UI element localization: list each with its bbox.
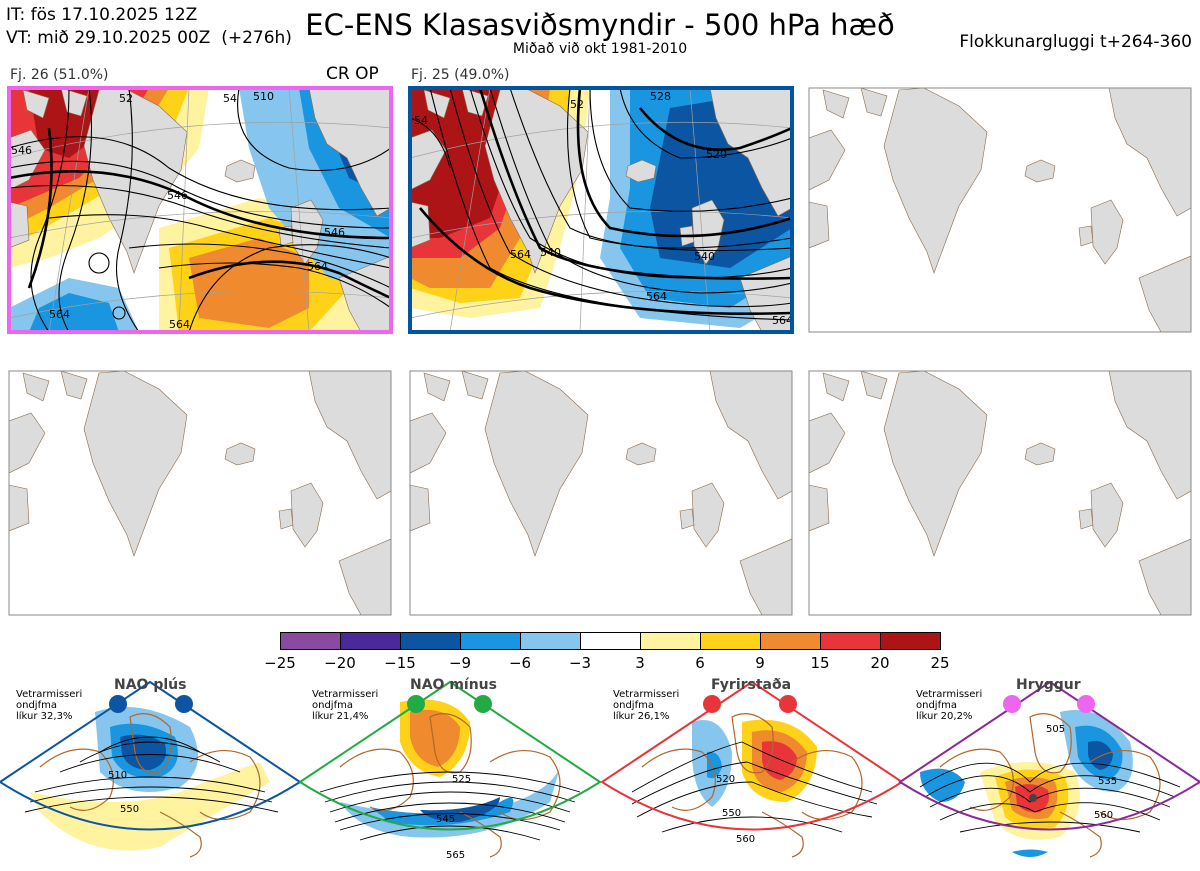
contour-label: 564 [510, 248, 531, 261]
colorbar-tick-label: −15 [384, 654, 416, 672]
map-panel-4 [8, 370, 392, 616]
panel-1-label: Fj. 26 (51.0%) [10, 67, 109, 83]
contour-label: 54 [223, 92, 237, 105]
contour-label: 546 [167, 189, 188, 202]
regime-name: Fyrirstaða [711, 677, 792, 693]
colorbar-swatch [760, 632, 821, 650]
contour-label: 564 [49, 308, 70, 321]
regime-contour-label: 565 [446, 850, 465, 861]
regime-probability: Vetrarmisseri ondjfma líkur 21,4% [312, 689, 379, 722]
contour-label: 546 [324, 226, 345, 239]
regime-contour-label: 545 [436, 814, 455, 825]
regime-contour-label: 560 [736, 834, 755, 845]
regime-name: NAO plús [114, 677, 187, 693]
contour-label: 528 [650, 90, 671, 103]
panel-1-frame [7, 86, 393, 334]
map-panel-5 [409, 370, 793, 616]
map-grid: 546 546 564 564 510 52 546 54 564 [7, 86, 1192, 616]
page-title: EC-ENS Klasasviðsmyndir - 500 hPa hæð [305, 8, 895, 42]
regime-panels: 510 550 525 545 565 520 550 560 505 535 … [0, 680, 1200, 861]
contour-label: 564 [307, 260, 328, 273]
map-panel-2: 528 520 540 540 564 564 564 52 54 [410, 88, 793, 332]
map-panel-1: 546 546 564 564 510 52 546 54 564 [9, 88, 391, 332]
regime-contour-label: 560 [1094, 810, 1113, 821]
regime-contour-label: 550 [120, 804, 139, 815]
colorbar-swatch [400, 632, 461, 650]
regime-probability: Vetrarmisseri ondjfma líkur 26,1% [613, 689, 680, 722]
contour-label: 564 [646, 290, 667, 303]
valid-time: VT: mið 29.10.2025 00Z (+276h) [6, 28, 292, 48]
contour-label: 564 [772, 314, 793, 327]
colorbar-tick-label: −20 [324, 654, 356, 672]
classification-window: Flokkunargluggi t+264-360 [959, 32, 1192, 52]
regime-name: Hryggur [1016, 677, 1081, 693]
regime-contour-label: 550 [722, 808, 741, 819]
initial-time: IT: fös 17.10.2025 12Z [6, 5, 198, 25]
colorbar-tick-label: 3 [635, 654, 645, 672]
colorbar-swatch [280, 632, 341, 650]
regime-probability: Vetrarmisseri ondjfma líkur 20,2% [916, 689, 983, 722]
page-subtitle: Miðað við okt 1981-2010 [512, 41, 688, 57]
regime-name: NAO mínus [410, 677, 497, 693]
regime-contour-label: 520 [716, 774, 735, 785]
regime-contour-label: 510 [108, 770, 127, 781]
header-times: IT: fös 17.10.2025 12Z VT: mið 29.10.202… [6, 4, 292, 50]
colorbar-swatch [340, 632, 401, 650]
colorbar-swatch [520, 632, 581, 650]
colorbar-swatch [460, 632, 521, 650]
panel-1-tag: CR OP [326, 64, 379, 84]
contour-label: 520 [706, 148, 727, 161]
map-panel-6 [808, 370, 1192, 616]
regime-contour-label: 535 [1098, 776, 1117, 787]
contour-label: 54 [414, 114, 428, 127]
panel-2-label: Fj. 25 (49.0%) [411, 67, 510, 83]
colorbar-swatch [580, 632, 641, 650]
panel-2-frame [408, 86, 794, 334]
colorbar-tick-label: −25 [264, 654, 296, 672]
regime-ridge [898, 680, 1200, 858]
colorbar-swatch [700, 632, 761, 650]
regime-contour-label: 505 [1046, 724, 1065, 735]
regime-contour-label: 525 [452, 774, 471, 785]
colorbar-tick-label: −6 [508, 654, 532, 672]
regime-dots [109, 695, 1095, 713]
colorbar-tick-label: 20 [870, 654, 890, 672]
contour-label: 546 [11, 144, 32, 157]
colorbar-swatch [820, 632, 881, 650]
contour-label: 52 [119, 92, 133, 105]
colorbar-swatch [640, 632, 701, 650]
colorbar-tick-label: 15 [810, 654, 830, 672]
contour-label: 510 [253, 90, 274, 103]
contour-label: 564 [169, 318, 190, 331]
contour-label: 52 [570, 98, 584, 111]
map-panel-3 [808, 87, 1192, 333]
colorbar-tick-label: −3 [568, 654, 592, 672]
regime-probability: Vetrarmisseri ondjfma líkur 32,3% [16, 689, 83, 722]
regime-nao-plus [0, 680, 302, 858]
colorbar-tick-label: −9 [448, 654, 472, 672]
contour-label: 540 [540, 246, 561, 259]
colorbar-tick-label: 9 [755, 654, 765, 672]
regime-blocking [600, 680, 904, 858]
regime-nao-minus [298, 680, 602, 858]
colorbar-tick-label: 6 [695, 654, 705, 672]
contour-label: 540 [694, 250, 715, 263]
colorbar-swatch [880, 632, 941, 650]
colorbar-tick-label: 25 [930, 654, 950, 672]
